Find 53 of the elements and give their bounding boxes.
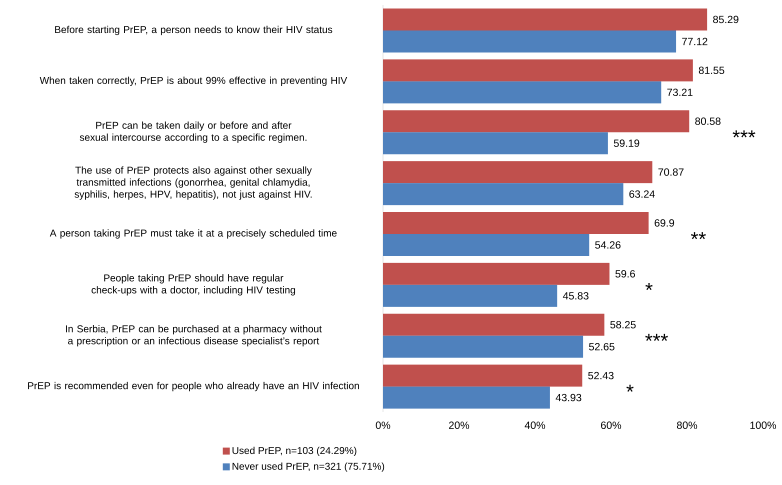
- data-label: 52.65: [589, 342, 614, 350]
- bar: [383, 183, 624, 206]
- data-label: 59.19: [614, 139, 640, 147]
- annotation: **: [690, 232, 706, 240]
- y-tick-label: In Serbia, PrEP can be purchased at a pharmacy without a prescription or an infectious disease specialist’s report: [66, 325, 322, 346]
- bar: [383, 284, 558, 307]
- annotation: ***: [732, 130, 756, 138]
- data-label: 85.29: [713, 16, 738, 24]
- y-tick-label: When taken correctly, PrEP is about 99% effective in preventing HIV: [40, 76, 348, 86]
- bar: [383, 30, 676, 52]
- x-tick-label: 20%: [449, 422, 470, 429]
- bar: [383, 386, 550, 409]
- data-label: 70.87: [658, 168, 684, 176]
- bar: [383, 59, 693, 82]
- bar: [383, 110, 690, 132]
- bar: [383, 81, 662, 104]
- data-label: 77.12: [682, 38, 708, 46]
- data-label: 73.21: [667, 88, 692, 96]
- annotation: ***: [645, 334, 668, 341]
- data-label: 45.83: [562, 292, 588, 300]
- data-label: 81.55: [698, 66, 724, 74]
- y-tick-label: A person taking PrEP must take it at a precisely scheduled time: [50, 229, 337, 239]
- y-tick-label: People taking PrEP should have regular check-ups with a doctor, including HIV testing: [92, 274, 296, 296]
- y-tick-label: The use of PrEP protects also against other sexually transmitted infections (gonorrhea, genital chlamydia, syphilis, herpes, HPV, hepatitis), not just against HIV.: [74, 166, 312, 200]
- x-tick-label: 60%: [601, 422, 622, 429]
- bar: [383, 364, 582, 387]
- bar: [383, 161, 652, 184]
- data-label: 43.93: [556, 394, 582, 402]
- data-label: 63.24: [629, 190, 655, 198]
- y-tick-label: PrEP can be taken daily or before and after sexual intercourse according to a specific regimen.: [80, 122, 306, 143]
- x-tick-label: 100%: [750, 422, 776, 429]
- x-tick-label: 0%: [376, 422, 390, 429]
- bar: [383, 212, 649, 234]
- bar: [383, 262, 610, 285]
- y-tick-label: PrEP is recommended even for people who already have an HIV infection: [28, 382, 359, 392]
- bar: [383, 314, 604, 336]
- y-tick-label: Before starting PrEP, a person needs to know their HIV status: [55, 26, 332, 36]
- x-tick-label: 40%: [524, 422, 546, 429]
- bar: [383, 8, 708, 30]
- legend-label: Used PrEP, n=103 (24.29%): [232, 446, 356, 456]
- x-tick-label: 80%: [676, 422, 698, 429]
- annotation: *: [645, 283, 653, 290]
- data-label: 59.6: [615, 270, 635, 278]
- bar: [383, 132, 608, 154]
- bar: [383, 234, 590, 256]
- data-label: 52.43: [588, 372, 614, 380]
- data-label: 80.58: [695, 117, 721, 125]
- data-label: 54.26: [595, 241, 621, 249]
- bar: [383, 336, 584, 358]
- legend-label: Never used PrEP, n=321 (75.71%): [232, 462, 384, 472]
- data-label: 69.9: [654, 219, 674, 227]
- data-label: 58.25: [610, 320, 636, 328]
- annotation: *: [626, 384, 634, 392]
